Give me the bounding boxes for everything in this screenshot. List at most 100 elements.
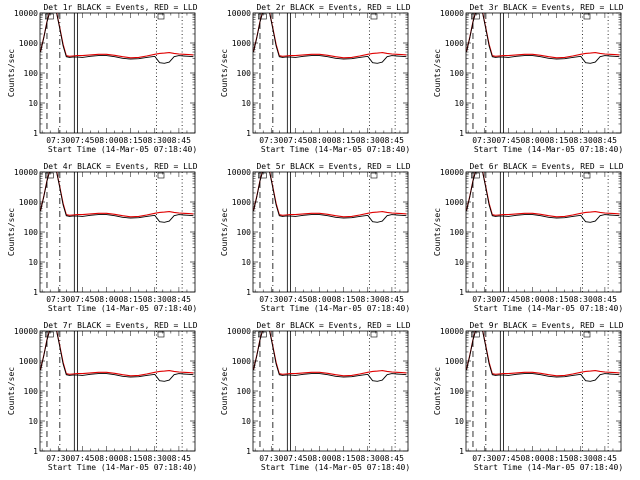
series-events-line [40,13,194,64]
y-axis-label: Counts/sec [220,49,229,97]
x-axis-label: Start Time (14-Mar-05 07:18:40) [48,463,197,472]
top-marker-box [258,13,267,20]
y-tick-label: 10 [28,99,38,108]
top-marker-box [370,172,378,179]
y-axis-label: Counts/sec [7,367,16,415]
y-tick-label: 1 [459,129,464,138]
x-tick-label: 08:15 [119,454,143,463]
y-tick-label: 10000 [14,168,38,177]
x-tick-label: 08:45 [593,454,617,463]
marker-lines [46,13,183,133]
panel-title: Det 7r BLACK = Events, RED = LLD [43,321,197,330]
x-tick-label: 08:30 [569,136,593,145]
x-tick-label: 08:15 [545,295,569,304]
top-marker-box [370,13,378,20]
x-tick-label: 07:30 [259,136,283,145]
y-tick-label: 10000 [440,168,464,177]
series-group [253,172,407,223]
y-axis-label: Counts/sec [220,367,229,415]
panel-title: Det 1r BLACK = Events, RED = LLD [43,3,197,12]
panel-5: Det 5r BLACK = Events, RED = LLD 1 10 100 10… [220,162,411,313]
series-lld-line [40,331,194,377]
y-tick-label: 10000 [440,327,464,336]
series-lld-line [466,172,620,218]
x-tick-label: 08:45 [380,295,404,304]
marker-lines [472,13,609,133]
series-events-line [253,172,407,223]
x-tick-label: 08:00 [520,454,544,463]
x-tick-label: 07:45 [283,295,307,304]
series-events-line [466,331,620,382]
x-tick-label: 07:45 [496,454,520,463]
x-tick-label: 08:00 [307,454,331,463]
x-tick-label: 08:45 [593,295,617,304]
panel-title: Det 3r BLACK = Events, RED = LLD [469,3,623,12]
x-tick-label: 08:00 [94,454,118,463]
top-marker-box [45,172,54,179]
y-tick-label: 10 [454,417,464,426]
y-tick-label: 100 [24,69,39,78]
y-tick-label: 1 [246,447,251,456]
panel-6: Det 6r BLACK = Events, RED = LLD 1 10 100 10… [433,162,624,313]
y-tick-label: 1000 [445,357,464,366]
top-marker-box [45,13,54,20]
marker-lines [472,172,609,292]
panel-8: Det 8r BLACK = Events, RED = LLD 1 10 100 10… [220,321,411,472]
x-tick-label: 07:45 [70,136,94,145]
panel-title: Det 2r BLACK = Events, RED = LLD [256,3,410,12]
y-tick-label: 1 [246,288,251,297]
series-group [40,331,194,382]
plot-frame [252,171,409,293]
x-tick-label: 08:30 [569,295,593,304]
top-marker-box [471,331,480,338]
top-marker-box [471,172,480,179]
series-group [466,172,620,223]
plot-frame [465,171,622,293]
x-axis-label: Start Time (14-Mar-05 07:18:40) [474,145,623,154]
x-tick-label: 07:45 [496,295,520,304]
panel-title: Det 4r BLACK = Events, RED = LLD [43,162,197,171]
y-tick-label: 100 [450,69,465,78]
panel-4: Det 4r BLACK = Events, RED = LLD 1 10 100 10… [7,162,198,313]
x-tick-label: 08:30 [356,295,380,304]
x-tick-label: 08:00 [520,295,544,304]
series-group [466,331,620,382]
top-marker-box [370,331,378,338]
series-lld-line [466,13,620,59]
y-axis-label: Counts/sec [433,208,442,256]
x-tick-label: 07:30 [259,295,283,304]
y-tick-label: 1 [459,447,464,456]
x-tick-label: 08:45 [380,136,404,145]
x-tick-label: 07:30 [259,454,283,463]
x-tick-label: 08:00 [94,295,118,304]
y-tick-label: 10 [241,417,251,426]
series-lld-line [466,331,620,377]
plot-frame [39,12,196,134]
x-tick-label: 07:30 [46,454,70,463]
x-tick-label: 07:45 [283,454,307,463]
x-tick-label: 08:30 [356,454,380,463]
y-tick-label: 100 [237,387,252,396]
y-tick-label: 10000 [227,168,251,177]
x-axis-label: Start Time (14-Mar-05 07:18:40) [261,145,410,154]
y-tick-label: 1 [246,129,251,138]
y-tick-label: 1000 [19,198,38,207]
x-tick-label: 08:30 [356,136,380,145]
x-tick-label: 08:45 [167,136,191,145]
top-marker-box [583,172,591,179]
marker-lines [46,172,183,292]
series-events-line [40,331,194,382]
x-tick-label: 08:15 [545,136,569,145]
x-tick-label: 08:45 [380,454,404,463]
top-marker-box [157,331,165,338]
top-marker-box [157,172,165,179]
panel-7: Det 7r BLACK = Events, RED = LLD 1 10 100 10… [7,321,198,472]
panel-2: Det 2r BLACK = Events, RED = LLD 1 10 100 10… [220,3,411,154]
marker-lines [259,331,396,451]
series-group [40,172,194,223]
series-group [466,13,620,64]
y-axis-label: Counts/sec [433,49,442,97]
series-events-line [253,13,407,64]
y-tick-label: 1 [33,447,38,456]
x-tick-label: 07:45 [496,136,520,145]
